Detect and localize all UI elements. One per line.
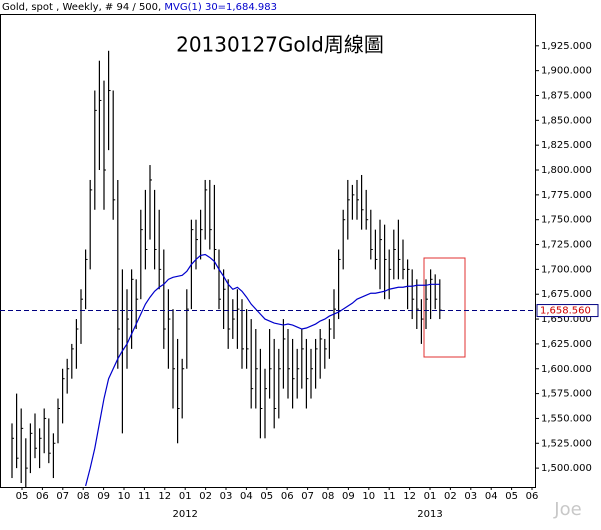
x-tick-label: 07 — [56, 491, 69, 502]
moving-average — [85, 253, 440, 487]
x-tick-label: 03 — [464, 491, 477, 502]
y-tick-label: 1,825.000 — [541, 140, 592, 151]
y-tick-label: 1,700.000 — [541, 264, 592, 275]
header-text: Gold, spot , Weekly, # 94 / 500, — [2, 2, 164, 13]
y-tick-label: 1,625.000 — [541, 339, 592, 350]
x-tick-label: 07 — [301, 491, 314, 502]
year-label: 2013 — [417, 509, 442, 520]
y-tick-label: 1,725.000 — [541, 240, 592, 251]
y-tick-label: 1,875.000 — [541, 90, 592, 101]
watermark: Joe — [553, 499, 581, 520]
highlight-box — [423, 257, 466, 358]
y-tick-label: 1,575.000 — [541, 389, 592, 400]
x-tick-label: 11 — [138, 491, 151, 502]
header: Gold, spot , Weekly, # 94 / 500, MVG(1) … — [2, 2, 277, 13]
x-tick-label: 02 — [199, 491, 212, 502]
x-tick-label: 09 — [342, 491, 355, 502]
x-tick-label: 05 — [505, 491, 518, 502]
y-tick-label: 1,600.000 — [541, 364, 592, 375]
y-tick-label: 1,525.000 — [541, 438, 592, 449]
y-tick-label: 1,800.000 — [541, 165, 592, 176]
header-indicator: MVG(1) 30=1,684.983 — [164, 2, 277, 13]
last-price-label: 1,658.560 — [540, 306, 591, 317]
x-tick-label: 11 — [383, 491, 396, 502]
x-tick-label: 06 — [36, 491, 49, 502]
x-tick-label: 02 — [444, 491, 457, 502]
y-tick-label: 1,750.000 — [541, 215, 592, 226]
y-tick-label: 1,900.000 — [541, 66, 592, 77]
last-price-box — [536, 304, 599, 318]
x-tick-label: 10 — [362, 491, 375, 502]
x-tick-label: 01 — [179, 491, 192, 502]
x-tick-label: 09 — [97, 491, 110, 502]
x-tick-label: 05 — [260, 491, 273, 502]
y-tick-label: 1,925.000 — [541, 41, 592, 52]
plot-frame — [0, 14, 536, 488]
x-tick-label: 05 — [16, 491, 29, 502]
x-tick-label: 01 — [424, 491, 437, 502]
x-tick-label: 04 — [485, 491, 498, 502]
x-tick-label: 04 — [240, 491, 253, 502]
x-tick-label: 06 — [526, 491, 539, 502]
x-tick-label: 08 — [322, 491, 335, 502]
x-tick-label: 08 — [77, 491, 90, 502]
year-label: 2012 — [172, 509, 197, 520]
x-tick-label: 06 — [281, 491, 294, 502]
chart-title: 20130127Gold周線圖 — [176, 33, 384, 57]
y-tick-label: 1,550.000 — [541, 413, 592, 424]
x-tick-label: 10 — [118, 491, 131, 502]
y-tick-label: 1,850.000 — [541, 115, 592, 126]
y-tick-label: 1,775.000 — [541, 190, 592, 201]
x-tick-label: 12 — [158, 491, 171, 502]
y-tick-label: 1,650.000 — [541, 314, 592, 325]
x-tick-label: 12 — [403, 491, 416, 502]
y-tick-label: 1,500.000 — [541, 463, 592, 474]
y-tick-label: 1,675.000 — [541, 289, 592, 300]
x-tick-label: 03 — [220, 491, 233, 502]
